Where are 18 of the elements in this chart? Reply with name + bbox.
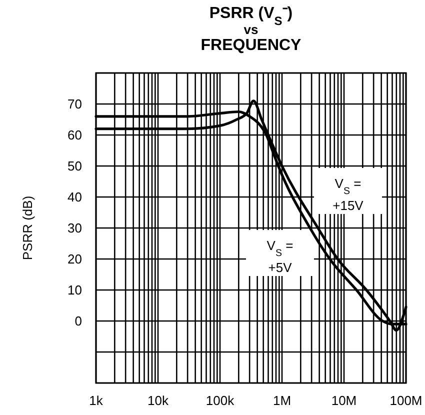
y-tick-label: 20 (68, 252, 82, 267)
y-tick-label: 50 (68, 158, 82, 174)
x-tick-label: 1k (89, 393, 104, 408)
x-tick-label: 10k (148, 393, 169, 408)
y-tick-label: 30 (68, 220, 82, 236)
y-tick-label: 10 (68, 282, 82, 298)
y-tick-label: 0 (74, 314, 82, 329)
series-label: V$_{S}$ = +15V (332, 176, 364, 213)
chart-title: PSRR (V$_{S}$⁻) vs FREQUENCY (200, 5, 302, 54)
x-tick-label: 10M (331, 393, 357, 408)
y-tick-label: 60 (68, 128, 82, 143)
series-label: V$_{S}$ = +5V (266, 238, 294, 275)
x-tick-label: 100k (206, 393, 235, 408)
x-tick-label: 1M (272, 393, 292, 408)
x-tick-label: 100M (390, 393, 422, 408)
y-axis-title: PSRR (dB) (20, 196, 35, 260)
y-tick-label: 40 (68, 190, 82, 205)
y-tick-label: 70 (68, 96, 82, 112)
